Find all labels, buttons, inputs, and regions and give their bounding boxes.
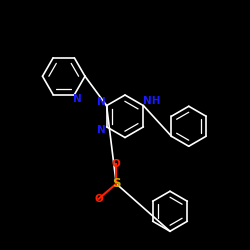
Text: NH: NH [143, 96, 160, 106]
Text: N: N [97, 125, 106, 135]
Text: S: S [112, 177, 120, 190]
Text: O: O [94, 194, 103, 204]
Text: N: N [97, 98, 106, 108]
Text: O: O [112, 159, 120, 169]
Text: N: N [73, 94, 82, 104]
